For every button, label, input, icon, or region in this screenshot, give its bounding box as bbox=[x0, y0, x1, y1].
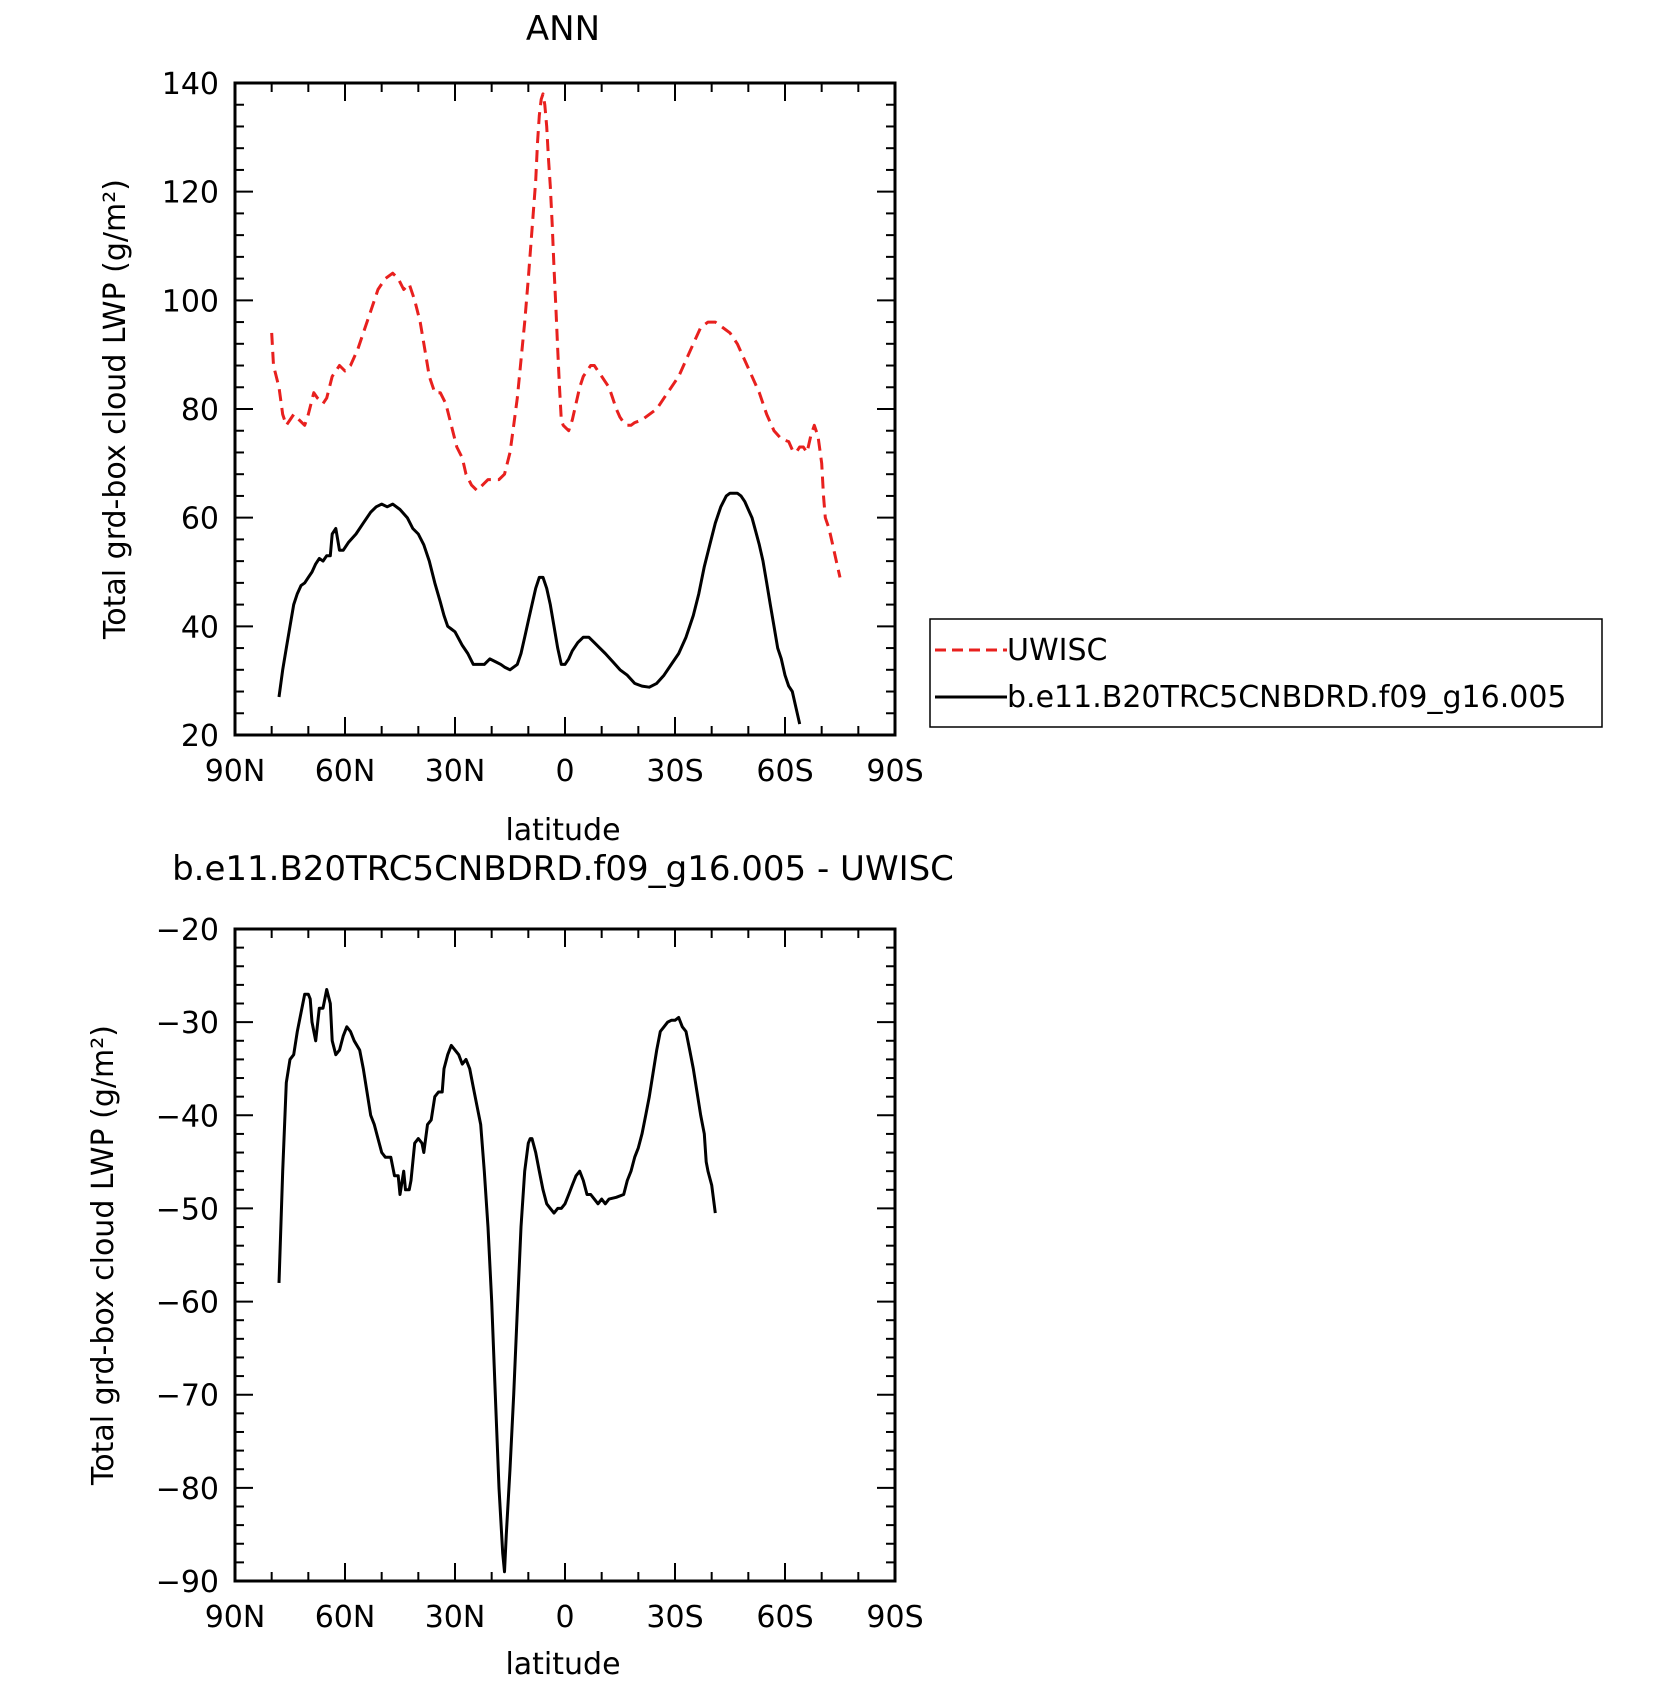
legend-box bbox=[929, 618, 1603, 728]
x-tick-label: 90S bbox=[866, 1600, 923, 1635]
bottom-chart-title: b.e11.B20TRC5CNBDRD.f09_g16.005 - UWISC bbox=[172, 849, 954, 889]
top-tick-marks bbox=[234, 82, 896, 736]
top-chart-title: ANN bbox=[526, 9, 600, 49]
bottom-y-axis-label: Total grd-box cloud LWP (g/m²) bbox=[86, 1025, 121, 1486]
legend: UWISC b.e11.B20TRC5CNBDRD.f09_g16.005 bbox=[929, 618, 1603, 728]
series-line-model bbox=[277, 491, 802, 725]
y-tick-label: −90 bbox=[156, 1565, 219, 1600]
x-tick-label: 30S bbox=[646, 1600, 703, 1635]
top-y-axis-label: Total grd-box cloud LWP (g/m²) bbox=[98, 179, 133, 640]
y-tick-label: −50 bbox=[156, 1192, 219, 1227]
y-tick-label: 120 bbox=[162, 176, 219, 211]
top-plot-lines bbox=[270, 92, 842, 725]
legend-label-model: b.e11.B20TRC5CNBDRD.f09_g16.005 bbox=[1007, 680, 1567, 715]
bottom-panel: b.e11.B20TRC5CNBDRD.f09_g16.005 - UWISC … bbox=[86, 849, 954, 1681]
bottom-x-axis-label: latitude bbox=[505, 1647, 620, 1681]
difference-series-line bbox=[277, 988, 717, 1574]
y-tick-label: 140 bbox=[162, 67, 219, 102]
legend-label-uwisc: UWISC bbox=[1007, 633, 1107, 668]
x-tick-label: 60S bbox=[756, 1600, 813, 1635]
x-tick-label: 0 bbox=[555, 754, 574, 789]
bottom-y-tick-labels: −20 −30 −40 −50 −60 −70 −80 −90 bbox=[156, 913, 219, 1600]
x-tick-label: 90N bbox=[205, 754, 266, 789]
x-tick-label: 30N bbox=[425, 754, 486, 789]
x-tick-label: 60S bbox=[756, 754, 813, 789]
top-x-axis-label: latitude bbox=[505, 813, 620, 848]
top-x-tick-labels: 90N 60N 30N 0 30S 60S 90S bbox=[205, 754, 924, 789]
y-tick-label: −40 bbox=[156, 1099, 219, 1134]
top-plot-frame bbox=[233, 81, 897, 737]
bottom-tick-marks bbox=[234, 928, 896, 1582]
y-tick-label: 80 bbox=[181, 393, 219, 428]
y-tick-label: −20 bbox=[156, 913, 219, 948]
y-tick-label: −70 bbox=[156, 1379, 219, 1414]
x-tick-label: 60N bbox=[315, 754, 376, 789]
x-tick-label: 0 bbox=[555, 1600, 574, 1635]
y-tick-label: 20 bbox=[181, 719, 219, 754]
y-tick-label: 60 bbox=[181, 502, 219, 537]
bottom-plot-frame bbox=[233, 927, 897, 1583]
x-tick-label: 30S bbox=[646, 754, 703, 789]
x-tick-label: 90S bbox=[866, 754, 923, 789]
top-y-tick-labels: 140 120 100 80 60 40 20 bbox=[162, 67, 219, 754]
y-tick-label: −60 bbox=[156, 1286, 219, 1321]
x-tick-label: 60N bbox=[315, 1600, 376, 1635]
series-line-uwisc bbox=[270, 92, 842, 578]
bottom-plot-lines bbox=[277, 988, 717, 1574]
y-tick-label: 40 bbox=[181, 610, 219, 645]
y-tick-label: −30 bbox=[156, 1006, 219, 1041]
y-tick-label: −80 bbox=[156, 1472, 219, 1507]
x-tick-label: 90N bbox=[205, 1600, 266, 1635]
y-tick-label: 100 bbox=[162, 284, 219, 319]
x-tick-label: 30N bbox=[425, 1600, 486, 1635]
bottom-x-tick-labels: 90N 60N 30N 0 30S 60S 90S bbox=[205, 1600, 924, 1635]
